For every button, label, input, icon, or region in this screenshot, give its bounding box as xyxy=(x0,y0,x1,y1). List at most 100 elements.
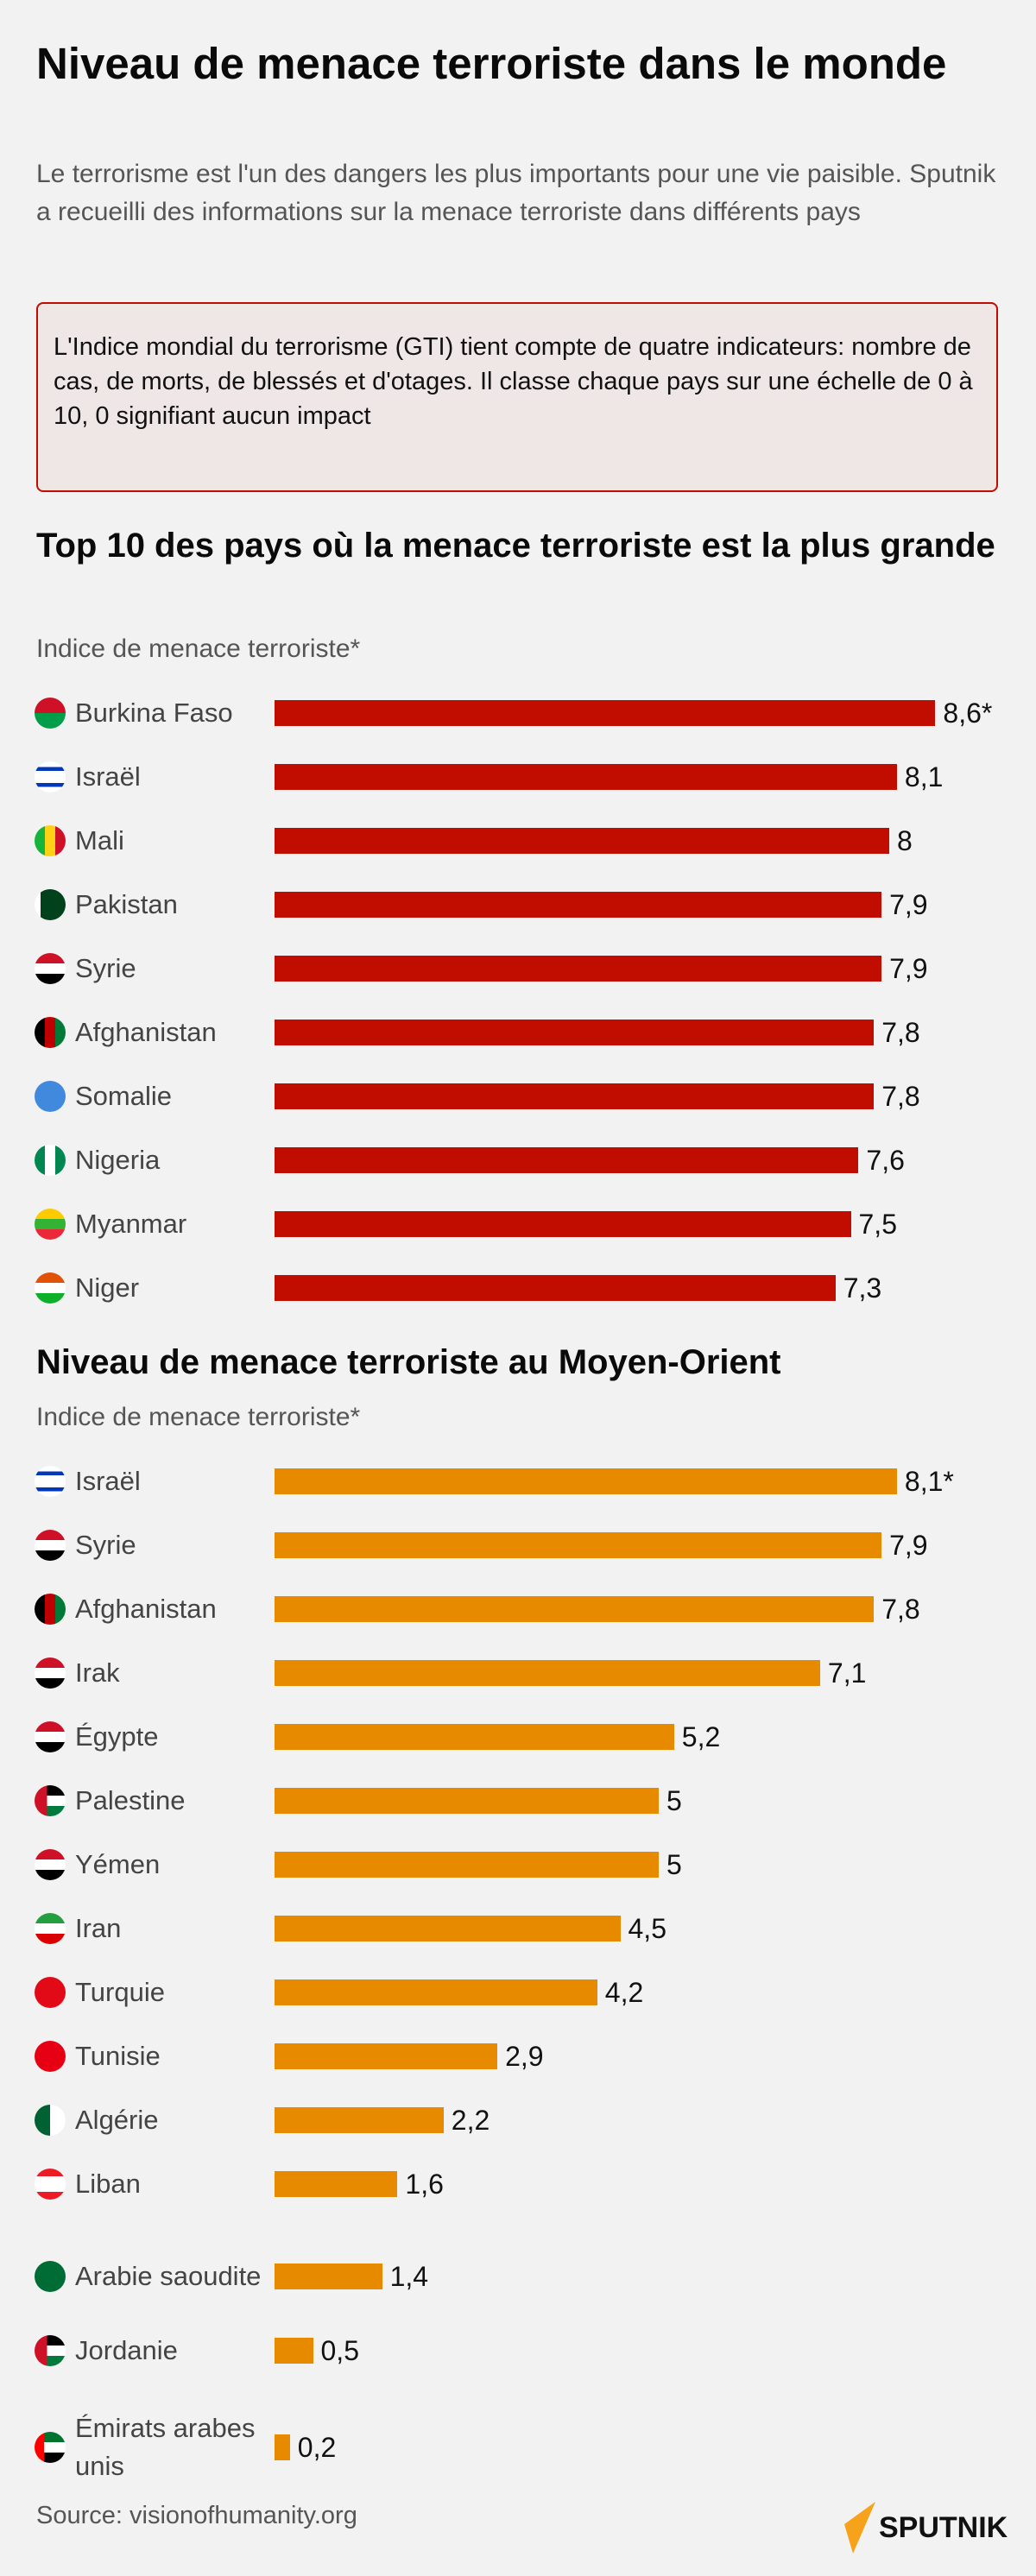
bar xyxy=(275,892,882,918)
bar-category-label: Émirats arabes unis xyxy=(75,2413,256,2481)
bar-category-label: Burkina Faso xyxy=(75,698,233,728)
bar-category-label: Iran xyxy=(75,1913,122,1943)
sputnik-logo: SPUTNIK xyxy=(844,2502,1008,2554)
uae-flag-icon xyxy=(35,2432,66,2463)
bar-row: Jordanie 0,5 xyxy=(0,2319,1036,2383)
bar-row: Nigeria 7,6 xyxy=(0,1128,1036,1192)
bar xyxy=(275,1147,859,1173)
bar-row: Myanmar 7,5 xyxy=(0,1192,1036,1256)
bar-value-label: 8,1 xyxy=(904,761,944,792)
pakistan-flag-icon xyxy=(35,889,66,920)
bar-category-label: Nigeria xyxy=(75,1145,161,1175)
bar-value-label: 7,9 xyxy=(889,1529,928,1561)
bar-value-label: 5 xyxy=(666,1784,682,1816)
bar-row: Syrie 7,9 xyxy=(0,1513,1036,1577)
bar-row: Burkina Faso 8,6* xyxy=(0,681,1036,745)
bar-value-label: 7,8 xyxy=(881,1016,920,1048)
bar-value-label: 7,6 xyxy=(866,1144,905,1176)
bar-category-label: Tunisie xyxy=(75,2041,161,2071)
bar xyxy=(275,2338,313,2364)
bar-row: Niger 7,3 xyxy=(0,1256,1036,1320)
bar-value-label: 7,3 xyxy=(843,1272,882,1304)
bar-value-label: 7,5 xyxy=(858,1208,897,1240)
yemen-flag-icon xyxy=(35,1849,66,1880)
bar-row: Israël 8,1* xyxy=(0,1449,1036,1513)
bar xyxy=(275,1660,820,1686)
bar xyxy=(275,1724,674,1750)
bar xyxy=(275,1083,875,1109)
somalia-flag-icon xyxy=(35,1081,66,1112)
source-note: Source: visionofhumanity.org xyxy=(36,2502,357,2529)
bar-value-label: 7,8 xyxy=(881,1593,920,1625)
bar xyxy=(275,1916,621,1941)
bar-category-label: Jordanie xyxy=(75,2335,178,2365)
bar-value-label: 8,1* xyxy=(904,1465,954,1497)
bar-row: Syrie 7,9 xyxy=(0,937,1036,1001)
bar-value-label: 8,6* xyxy=(943,697,993,729)
middle-east-chart-title: Niveau de menace terroriste au Moyen-Ori… xyxy=(36,1343,781,1381)
palestine-flag-icon xyxy=(35,1785,66,1816)
nigeria-flag-icon xyxy=(35,1145,66,1176)
bar-category-label: Somalie xyxy=(75,1081,172,1111)
bar-value-label: 7,1 xyxy=(827,1657,867,1689)
bar-category-label: Égypte xyxy=(75,1721,159,1752)
page-subtitle: Le terrorisme est l'un des dangers les p… xyxy=(36,160,996,226)
bar xyxy=(275,2434,290,2460)
bar-row: Palestine 5 xyxy=(0,1769,1036,1833)
bar-category-label: Afghanistan xyxy=(75,1017,217,1047)
lebanon-flag-icon xyxy=(35,2169,66,2200)
burkina-faso-flag-icon xyxy=(35,698,66,729)
mali-flag-icon xyxy=(35,825,66,856)
bar-category-label: Liban xyxy=(75,2169,141,2199)
bar-value-label: 7,9 xyxy=(889,888,928,920)
bar xyxy=(275,1596,875,1622)
bar-value-label: 1,4 xyxy=(389,2260,429,2292)
bar-category-label: Algérie xyxy=(75,2105,159,2135)
bar-category-label: Afghanistan xyxy=(75,1594,217,1624)
bar-row: Liban 1,6 xyxy=(0,2152,1036,2216)
bar-row: Pakistan 7,9 xyxy=(0,873,1036,937)
bar-row: Tunisie 2,9 xyxy=(0,2024,1036,2088)
bar-value-label: 8 xyxy=(897,824,913,856)
iran-flag-icon xyxy=(35,1913,66,1944)
bar xyxy=(275,1852,659,1878)
bar-row: Afghanistan 7,8 xyxy=(0,1001,1036,1064)
bar-value-label: 2,9 xyxy=(505,2040,544,2072)
bar-row: Égypte 5,2 xyxy=(0,1705,1036,1769)
bar-category-label: Israël xyxy=(75,761,141,792)
bar-category-label: Arabie saoudite xyxy=(75,2261,262,2291)
afghanistan-flag-icon xyxy=(35,1017,66,1048)
bar-row: Iran 4,5 xyxy=(0,1897,1036,1960)
bar xyxy=(275,700,936,726)
bar-category-label: Yémen xyxy=(75,1849,161,1879)
syria-flag-icon xyxy=(35,953,66,984)
bar-category-label: Niger xyxy=(75,1272,140,1303)
israel-flag-icon xyxy=(35,1466,66,1497)
bar xyxy=(275,1788,659,1814)
bar-value-label: 0,5 xyxy=(320,2334,359,2366)
bar-row: Yémen 5 xyxy=(0,1833,1036,1897)
top10-chart-title: Top 10 des pays où la menace terroriste … xyxy=(36,527,995,565)
bar xyxy=(275,1468,897,1494)
sputnik-logo-text: SPUTNIK xyxy=(879,2510,1008,2544)
bar-category-label: Pakistan xyxy=(75,889,178,919)
top10-axis-label: Indice de menace terroriste* xyxy=(36,635,361,663)
bar xyxy=(275,1979,597,2005)
bar-row: Somalie 7,8 xyxy=(0,1064,1036,1128)
bar-category-label: Syrie xyxy=(75,1530,136,1560)
algeria-flag-icon xyxy=(35,2105,66,2136)
page-title: Niveau de menace terroriste dans le mond… xyxy=(36,39,947,88)
bar-row: Turquie 4,2 xyxy=(0,1960,1036,2024)
bar-row: Irak 7,1 xyxy=(0,1641,1036,1705)
bar xyxy=(275,764,897,790)
jordan-flag-icon xyxy=(35,2335,66,2366)
bar-row: Émirats arabes unis 0,2 xyxy=(0,2406,1036,2489)
bar xyxy=(275,1211,851,1237)
tunisia-flag-icon xyxy=(35,2041,66,2072)
bar xyxy=(275,1532,882,1558)
middle-east-axis-label: Indice de menace terroriste* xyxy=(36,1403,361,1431)
bar-value-label: 1,6 xyxy=(405,2168,444,2200)
bar xyxy=(275,956,882,982)
bar-value-label: 4,5 xyxy=(628,1912,666,1944)
bar xyxy=(275,1275,836,1301)
